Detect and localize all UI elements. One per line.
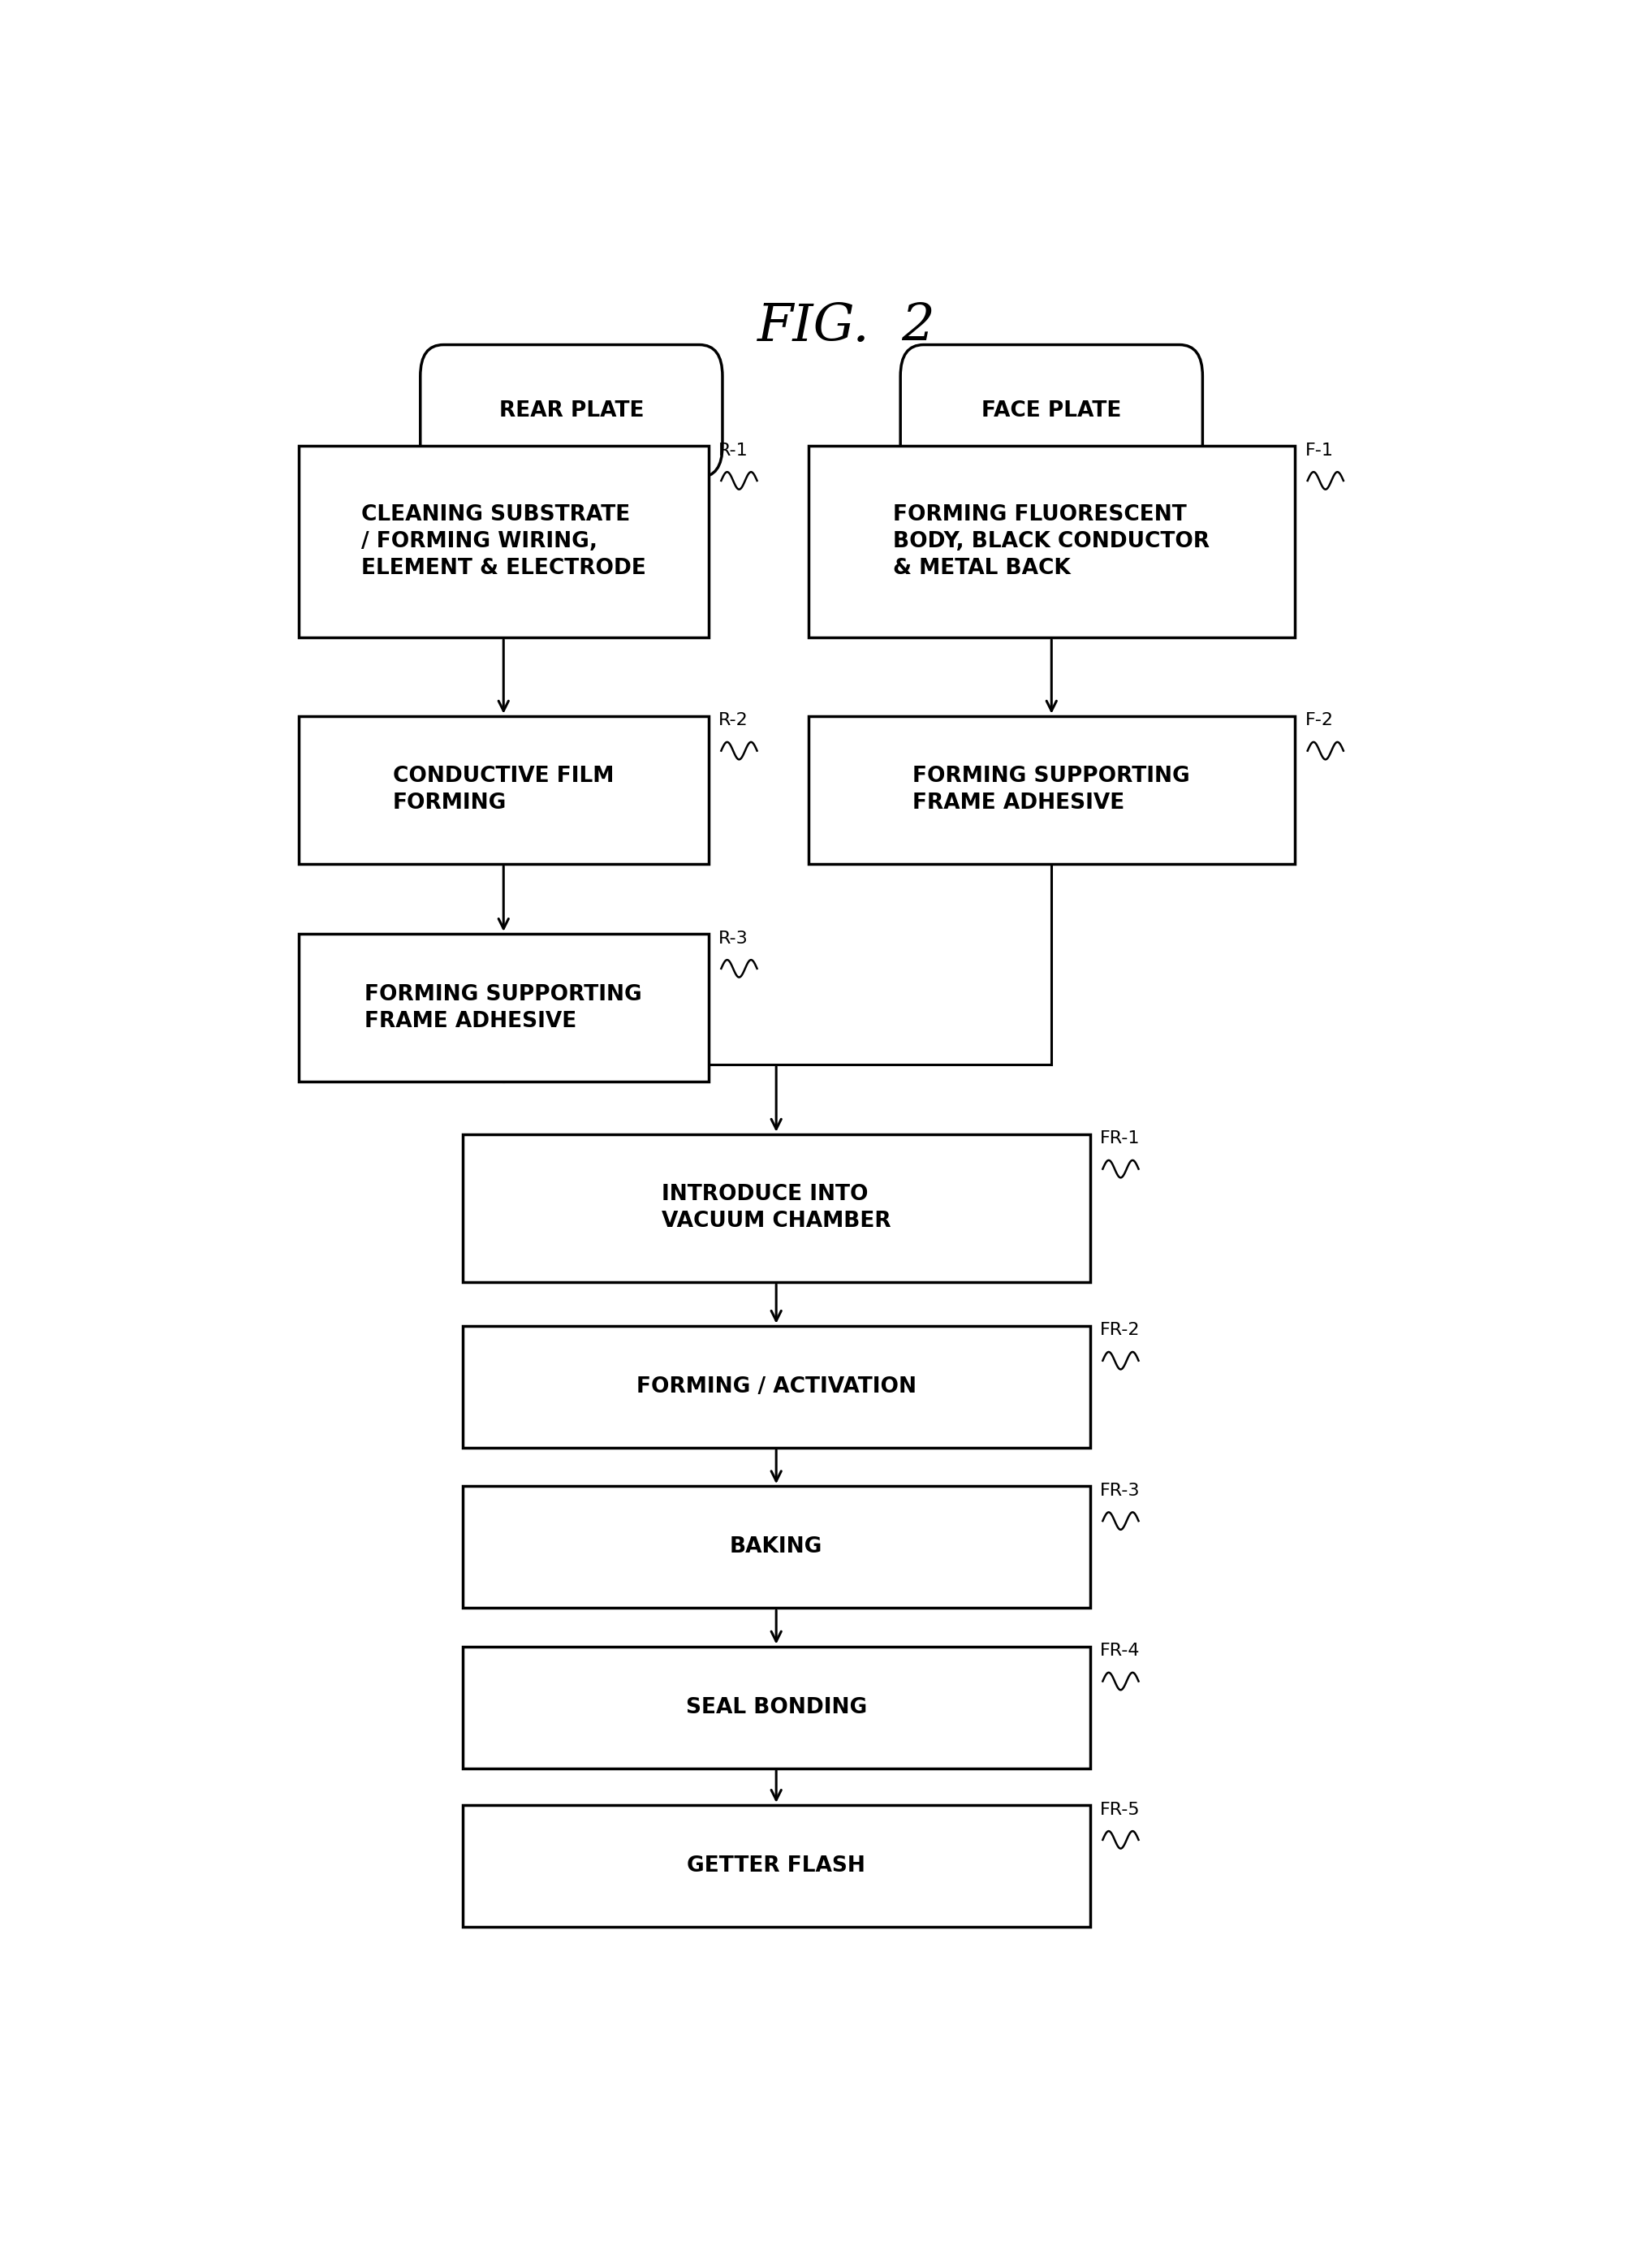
FancyBboxPatch shape [900,344,1203,477]
Text: FR-5: FR-5 [1100,1801,1140,1817]
Text: R-1: R-1 [719,441,748,459]
FancyBboxPatch shape [463,1487,1090,1609]
FancyBboxPatch shape [808,715,1295,864]
Text: GETTER FLASH: GETTER FLASH [687,1856,866,1876]
Text: FORMING SUPPORTING
FRAME ADHESIVE: FORMING SUPPORTING FRAME ADHESIVE [914,765,1189,815]
FancyBboxPatch shape [299,715,709,864]
Text: FR-2: FR-2 [1100,1322,1140,1337]
FancyBboxPatch shape [808,446,1295,638]
Text: R-3: R-3 [719,930,748,946]
FancyBboxPatch shape [420,344,722,477]
FancyBboxPatch shape [299,935,709,1082]
Text: FR-4: FR-4 [1100,1643,1140,1659]
Text: FACE PLATE: FACE PLATE [981,401,1122,421]
Text: REAR PLATE: REAR PLATE [499,401,644,421]
Text: CLEANING SUBSTRATE
/ FORMING WIRING,
ELEMENT & ELECTRODE: CLEANING SUBSTRATE / FORMING WIRING, ELE… [362,505,646,579]
Text: FR-1: FR-1 [1100,1132,1140,1147]
Text: INTRODUCE INTO
VACUUM CHAMBER: INTRODUCE INTO VACUUM CHAMBER [661,1184,890,1231]
FancyBboxPatch shape [463,1647,1090,1767]
FancyBboxPatch shape [463,1806,1090,1928]
Text: F-1: F-1 [1305,441,1333,459]
FancyBboxPatch shape [463,1134,1090,1283]
Text: FORMING SUPPORTING
FRAME ADHESIVE: FORMING SUPPORTING FRAME ADHESIVE [365,984,643,1032]
Text: F-2: F-2 [1305,713,1333,729]
Text: FR-3: FR-3 [1100,1482,1140,1498]
Text: FORMING / ACTIVATION: FORMING / ACTIVATION [636,1376,917,1396]
FancyBboxPatch shape [299,446,709,638]
Text: BAKING: BAKING [730,1537,823,1557]
Text: FORMING FLUORESCENT
BODY, BLACK CONDUCTOR
& METAL BACK: FORMING FLUORESCENT BODY, BLACK CONDUCTO… [894,505,1209,579]
Text: R-2: R-2 [719,713,748,729]
Text: SEAL BONDING: SEAL BONDING [686,1697,867,1718]
Text: FIG.  2: FIG. 2 [758,303,935,353]
FancyBboxPatch shape [463,1326,1090,1448]
Text: CONDUCTIVE FILM
FORMING: CONDUCTIVE FILM FORMING [393,765,615,815]
